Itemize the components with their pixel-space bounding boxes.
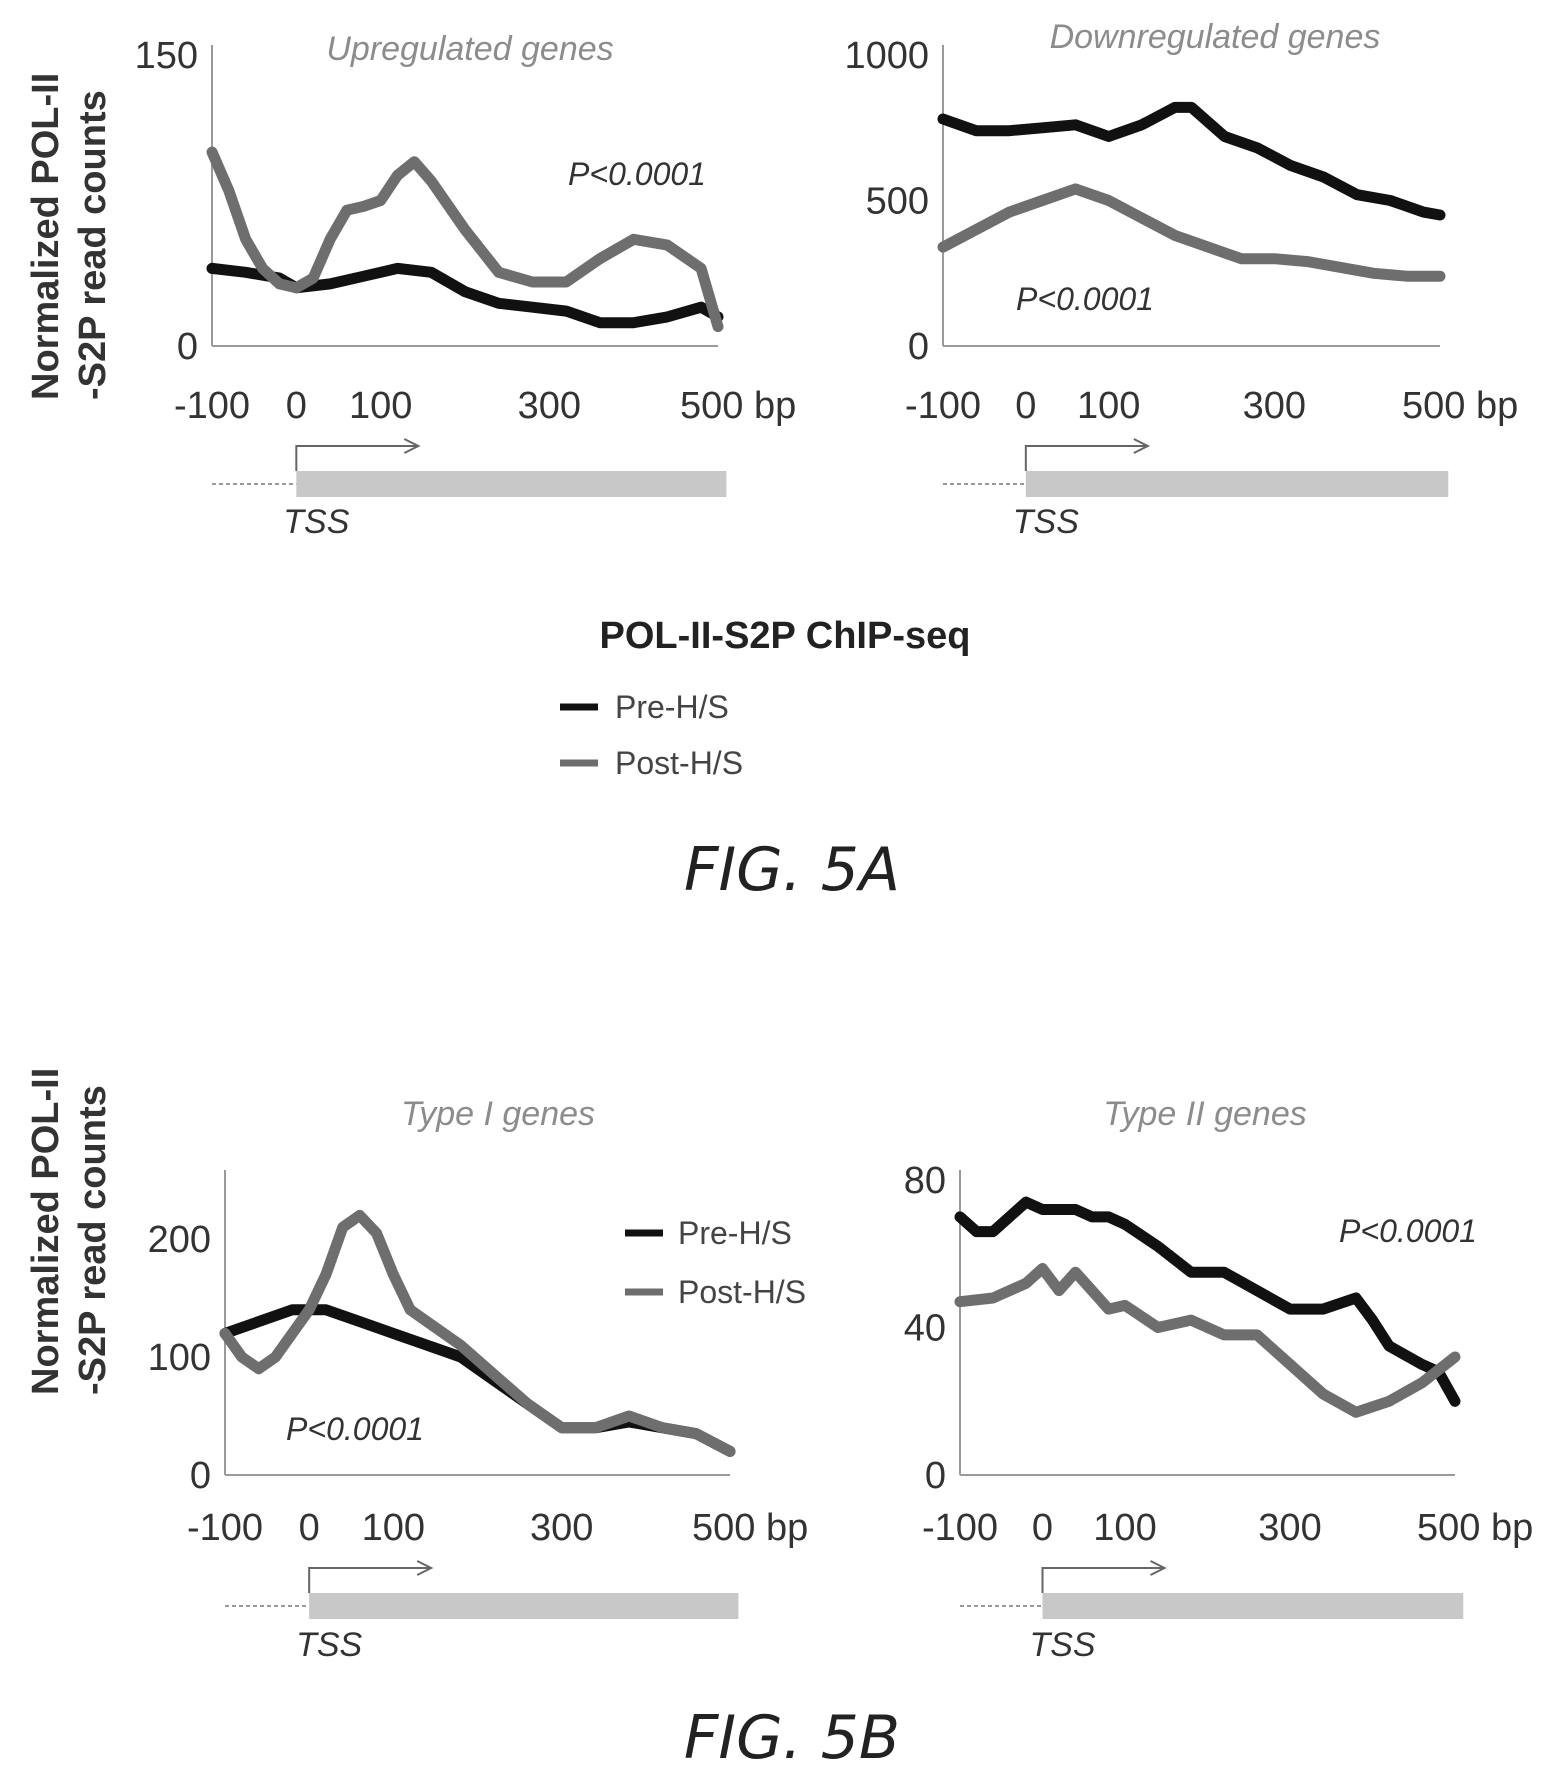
chart-title: Type II genes	[1103, 1095, 1307, 1133]
y-tick-label: 0	[177, 326, 198, 368]
chart-title: Downregulated genes	[1050, 18, 1381, 56]
x-tick-label: 100	[362, 1507, 425, 1549]
legend-label-pre: Pre-H/S	[615, 689, 729, 725]
gene-body-box	[296, 471, 727, 497]
series-line-post-h-s	[206, 146, 724, 333]
tss-label: TSS	[296, 1626, 362, 1664]
x-tick-label: 0	[299, 1507, 320, 1549]
x-tick-label: 500 bp	[680, 385, 796, 427]
gene-body-box	[1025, 471, 1449, 497]
y-tick-label: 1000	[844, 35, 929, 77]
x-tick-label: -100	[187, 1507, 263, 1549]
gene-body-box	[1042, 1593, 1464, 1619]
x-tick-label: 0	[286, 385, 307, 427]
x-tick-label: 500 bp	[692, 1507, 808, 1549]
x-tick-label: 100	[349, 385, 412, 427]
y-axis-label-a2: -S2P read counts	[72, 90, 114, 400]
series-line-pre-h-s	[954, 1196, 1461, 1407]
y-axis-label-b1: Normalized POL-II	[25, 1068, 67, 1395]
figure-label-5b: FIG. 5B	[684, 1703, 900, 1770]
x-tick-label: -100	[905, 385, 981, 427]
chart-type-ii-genes: Type II genes 80 40 0 -100 0 100 300 500 bp P<0.0…	[904, 1095, 1534, 1664]
x-tick-label: 300	[518, 385, 581, 427]
chart-type-i-genes: Type I genes 200 100 0 -100 0 100 300 500 bp P<0.…	[148, 1095, 809, 1664]
y-tick-label: 200	[148, 1219, 211, 1261]
y-tick-label: 100	[148, 1337, 211, 1379]
series-line-post-h-s	[954, 1263, 1461, 1418]
figure-label-5a: FIG. 5A	[684, 835, 900, 905]
y-axis-label-b2: -S2P read counts	[72, 1085, 114, 1395]
series-line-post-h-s	[219, 1209, 736, 1457]
p-value-annotation: P<0.0001	[1339, 1213, 1477, 1249]
x-tick-label: 0	[1032, 1507, 1053, 1549]
tss-arrow	[295, 445, 417, 471]
tss-label: TSS	[1013, 503, 1079, 541]
y-tick-label: 80	[904, 1160, 946, 1202]
series-line-post-h-s	[937, 183, 1446, 282]
x-tick-label: 100	[1077, 385, 1140, 427]
y-tick-label: 500	[866, 181, 929, 223]
y-tick-label: 0	[908, 326, 929, 368]
tss-arrow	[1024, 445, 1146, 471]
p-value-annotation: P<0.0001	[286, 1411, 424, 1447]
tss-arrowhead	[416, 1560, 434, 1576]
legend-b-label-pre: Pre-H/S	[678, 1215, 792, 1251]
tss-arrow	[308, 1567, 430, 1593]
gene-body-box	[309, 1593, 739, 1619]
tss-arrowhead	[1133, 438, 1151, 454]
y-tick-label: 0	[190, 1455, 211, 1497]
x-tick-label: 300	[1243, 385, 1306, 427]
chart-upregulated-genes: Upregulated genes 150 0 -100 0 100 300 500 bp P<…	[135, 30, 797, 541]
tss-arrowhead	[403, 438, 421, 454]
chart-title: Type I genes	[401, 1095, 595, 1133]
chip-seq-title: POL-II-S2P ChIP-seq	[600, 615, 971, 657]
x-tick-label: -100	[922, 1507, 998, 1549]
x-tick-label: 0	[1015, 385, 1036, 427]
series-line-pre-h-s	[937, 101, 1446, 221]
chart-downregulated-genes: Downregulated genes 1000 500 0 -100 0 100 300 50…	[844, 18, 1518, 541]
legend-label-post: Post-H/S	[615, 745, 743, 781]
x-tick-label: 500 bp	[1402, 385, 1518, 427]
legend-b-label-post: Post-H/S	[678, 1274, 806, 1310]
tss-arrow	[1041, 1567, 1163, 1593]
y-tick-label: 0	[925, 1455, 946, 1497]
tss-label: TSS	[1029, 1626, 1095, 1664]
x-tick-label: 300	[530, 1507, 593, 1549]
tss-arrowhead	[1150, 1560, 1167, 1576]
x-tick-label: -100	[174, 385, 250, 427]
p-value-annotation: P<0.0001	[1016, 281, 1154, 317]
y-tick-label: 150	[135, 35, 198, 77]
x-tick-label: 300	[1258, 1507, 1321, 1549]
tss-label: TSS	[283, 503, 349, 541]
x-tick-label: 500 bp	[1417, 1507, 1533, 1549]
y-axis-label-a1: Normalized POL-II	[25, 73, 67, 400]
y-tick-label: 40	[904, 1308, 946, 1350]
x-tick-label: 100	[1093, 1507, 1156, 1549]
p-value-annotation: P<0.0001	[568, 156, 706, 192]
chart-title: Upregulated genes	[326, 30, 613, 68]
series-line-pre-h-s	[206, 262, 724, 329]
